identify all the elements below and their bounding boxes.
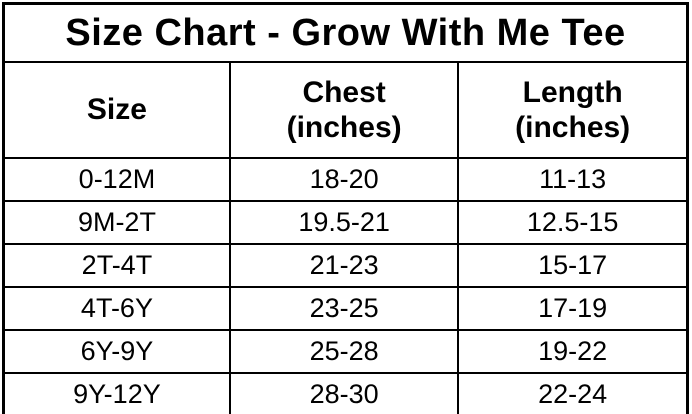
column-header-length: Length (inches) [457, 61, 689, 159]
cell-chest: 21-23 [228, 243, 460, 288]
cell-size: 9M-2T [2, 200, 231, 245]
cell-size: 9Y-12Y [2, 372, 231, 414]
cell-size: 4T-6Y [2, 286, 231, 331]
cell-length: 11-13 [457, 157, 689, 202]
cell-size: 2T-4T [2, 243, 231, 288]
cell-chest: 19.5-21 [228, 200, 460, 245]
table-row: 4T-6Y 23-25 17-19 [2, 286, 689, 331]
column-header-size-label: Size [86, 93, 147, 127]
column-header-chest-unit: (inches) [286, 111, 402, 144]
table-row: 9Y-12Y 28-30 22-24 [2, 372, 689, 414]
column-header-length-label: Length [522, 75, 623, 109]
column-header-size: Size [2, 61, 231, 159]
cell-size: 6Y-9Y [2, 329, 231, 374]
title-row: Size Chart - Grow With Me Tee [2, 2, 689, 63]
table-row: 0-12M 18-20 11-13 [2, 157, 689, 202]
table-row: 6Y-9Y 25-28 19-22 [2, 329, 689, 374]
table-row: 9M-2T 19.5-21 12.5-15 [2, 200, 689, 245]
column-header-chest-label: Chest [302, 75, 386, 109]
cell-length: 15-17 [457, 243, 689, 288]
cell-length: 19-22 [457, 329, 689, 374]
cell-length: 17-19 [457, 286, 689, 331]
cell-length: 22-24 [457, 372, 689, 414]
cell-chest: 25-28 [228, 329, 460, 374]
column-header-length-unit: (inches) [515, 111, 631, 144]
table-title: Size Chart - Grow With Me Tee [2, 2, 689, 63]
table-row: 2T-4T 21-23 15-17 [2, 243, 689, 288]
header-row: Size Chest (inches) Length (inches) [2, 61, 689, 159]
cell-chest: 23-25 [228, 286, 460, 331]
cell-chest: 18-20 [228, 157, 460, 202]
cell-length: 12.5-15 [457, 200, 689, 245]
cell-size: 0-12M [2, 157, 231, 202]
column-header-chest: Chest (inches) [228, 61, 460, 159]
cell-chest: 28-30 [228, 372, 460, 414]
